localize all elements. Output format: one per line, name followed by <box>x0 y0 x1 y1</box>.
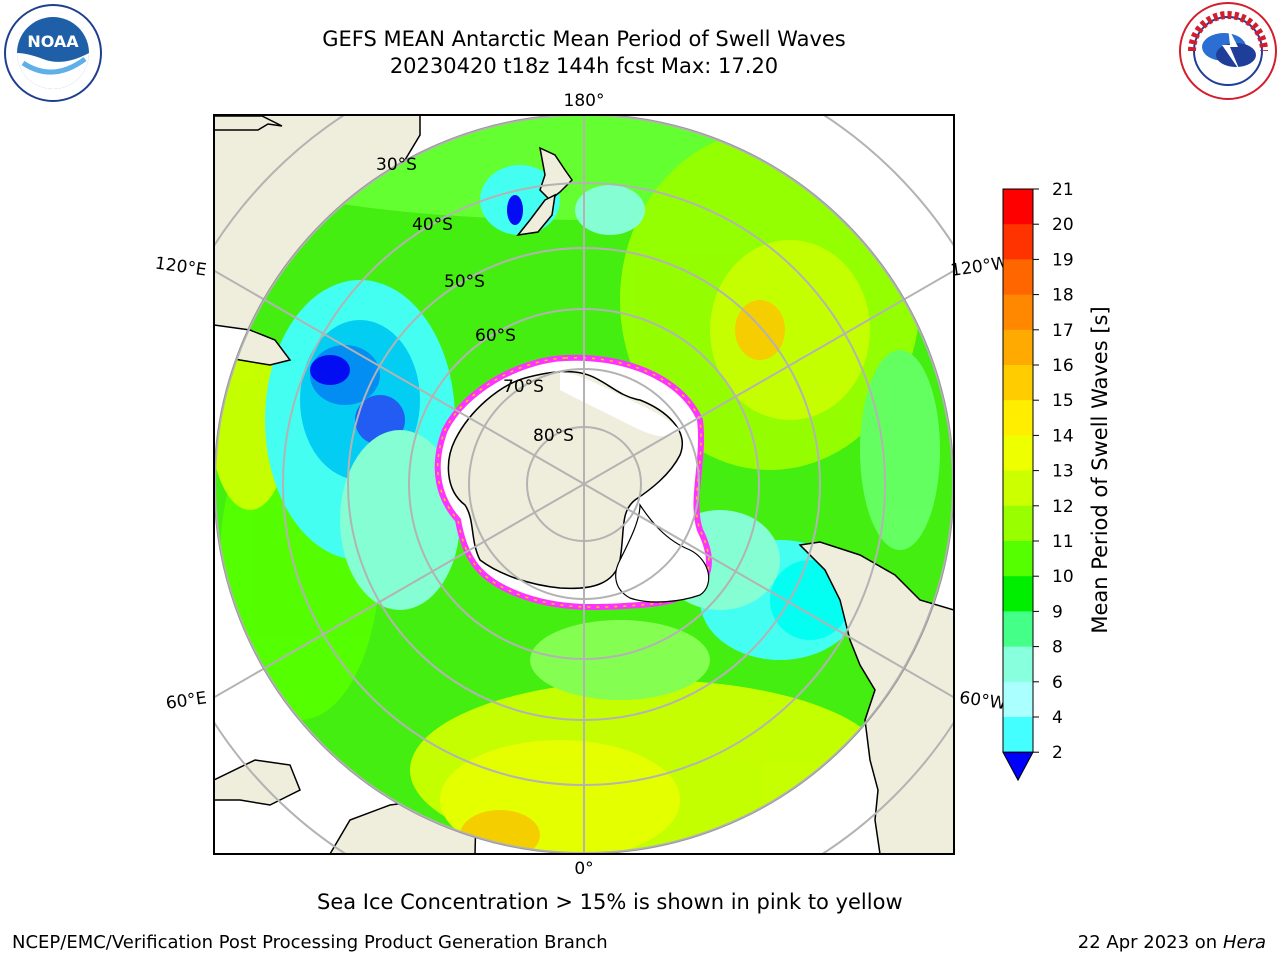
colorbar-tick-label: 13 <box>1052 462 1074 482</box>
map-frame <box>213 114 955 855</box>
lat-label-30s: 30°S <box>376 155 417 175</box>
colorbar-segment <box>1003 400 1033 436</box>
colorbar-segment <box>1003 717 1033 753</box>
swell-period-field <box>214 115 954 854</box>
noaa-logo-icon: NOAA <box>4 4 102 102</box>
colorbar-tick-label: 20 <box>1052 215 1074 235</box>
colorbar-tick-label: 19 <box>1052 250 1074 270</box>
footer-credit: NCEP/EMC/Verification Post Processing Pr… <box>12 932 608 953</box>
colorbar-tick-label: 11 <box>1052 532 1074 552</box>
lon-label-120w: 120°W <box>949 253 1009 281</box>
colorbar-tick-label: 10 <box>1052 567 1074 587</box>
lon-label-120e: 120°E <box>154 254 208 281</box>
colorbar-tick-label: 21 <box>1052 180 1074 200</box>
colorbar-segment <box>1003 435 1033 472</box>
colorbar-tick-label: 18 <box>1052 286 1074 306</box>
lat-label-60s: 60°S <box>475 326 516 346</box>
madagascar-land <box>214 759 301 806</box>
colorbar-tick-label: 8 <box>1052 638 1063 658</box>
colorbar-segment <box>1003 189 1033 225</box>
colorbar-tick-label: 12 <box>1052 497 1074 517</box>
footer-date-text: 22 Apr 2023 on <box>1077 932 1223 953</box>
colorbar-segment <box>1003 224 1033 260</box>
lon-label-60e: 60°E <box>165 688 208 713</box>
lat-label-80s: 80°S <box>533 426 574 446</box>
colorbar-segment <box>1003 505 1033 542</box>
lat-label-40s: 40°S <box>412 215 453 235</box>
nws-logo-icon <box>1179 2 1277 100</box>
lon-label-0: 0° <box>574 859 593 879</box>
lat-label-50s: 50°S <box>444 272 485 292</box>
colorbar-segment <box>1003 294 1033 331</box>
colorbar-tick-label: 15 <box>1052 391 1074 411</box>
colorbar-tick-label: 2 <box>1052 743 1063 763</box>
lon-label-60w: 60°W <box>958 688 1007 714</box>
colorbar-segment <box>1003 329 1033 366</box>
colorbar-segment <box>1003 646 1033 683</box>
colorbar-segment <box>1003 611 1033 648</box>
colorbar-tick-label: 16 <box>1052 356 1074 376</box>
colorbar-segment <box>1003 259 1033 296</box>
footer-machine: Hera <box>1222 932 1266 953</box>
colorbar-segment <box>1003 470 1033 507</box>
colorbar-tick-label: 9 <box>1052 602 1063 622</box>
chart-title: GEFS MEAN Antarctic Mean Period of Swell… <box>322 27 846 51</box>
landmass-upper-left <box>214 115 283 131</box>
colorbar-extend-arrow <box>1002 751 1034 782</box>
colorbar-segment <box>1003 365 1033 401</box>
lat-label-70s: 70°S <box>503 377 544 397</box>
antarctica-land <box>447 370 683 590</box>
chart-subtitle: 20230420 t18z 144h fcst Max: 17.20 <box>389 54 779 78</box>
colorbar: 21 20 19 18 17 16 15 14 13 12 11 10 9 8 6 4 2 <box>1002 180 1074 782</box>
colorbar-tick-label: 17 <box>1052 321 1074 341</box>
footer-date: 22 Apr 2023 on Hera <box>1078 932 1266 953</box>
colorbar-tick-label: 4 <box>1052 708 1063 728</box>
colorbar-tick-label: 6 <box>1052 673 1063 693</box>
colorbar-segment <box>1003 541 1033 577</box>
colorbar-tick-label: 14 <box>1052 426 1074 446</box>
colorbar-segment <box>1003 576 1033 612</box>
noaa-logo-text: NOAA <box>27 32 79 51</box>
lon-label-180: 180° <box>564 91 605 111</box>
colorbar-label: Mean Period of Swell Waves [s] <box>1088 306 1112 633</box>
sea-ice-caption: Sea Ice Concentration > 15% is shown in … <box>317 890 903 914</box>
colorbar-segment <box>1003 681 1033 718</box>
